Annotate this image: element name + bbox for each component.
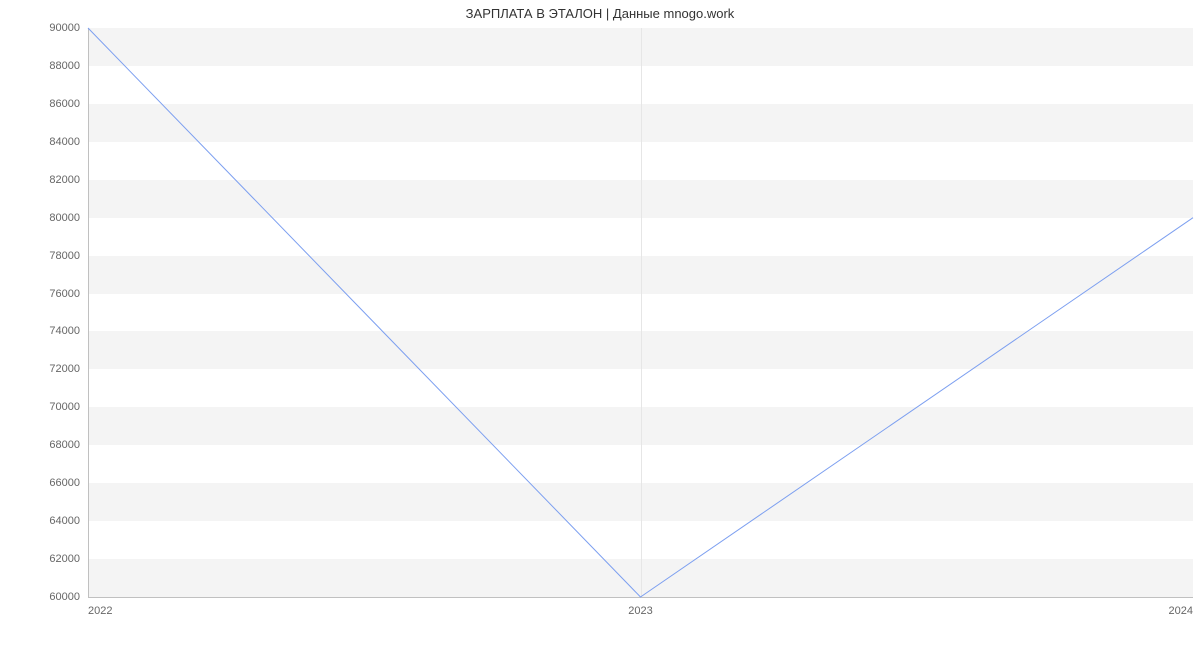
chart-container: ЗАРПЛАТА В ЭТАЛОН | Данные mnogo.work 60…: [0, 0, 1200, 650]
y-tick-label: 88000: [49, 60, 80, 72]
y-tick-label: 76000: [49, 288, 80, 300]
plot-area: 6000062000640006600068000700007200074000…: [88, 28, 1193, 597]
y-tick-label: 82000: [49, 174, 80, 186]
y-tick-label: 68000: [49, 439, 80, 451]
y-tick-label: 86000: [49, 98, 80, 110]
y-tick-label: 74000: [49, 325, 80, 337]
y-tick-label: 60000: [49, 591, 80, 603]
series-line: [88, 28, 1193, 597]
y-tick-label: 72000: [49, 363, 80, 375]
line-layer: [88, 28, 1193, 597]
x-tick-label: 2023: [628, 605, 652, 617]
y-tick-label: 64000: [49, 515, 80, 527]
y-tick-label: 70000: [49, 401, 80, 413]
y-tick-label: 78000: [49, 250, 80, 262]
y-tick-label: 90000: [49, 22, 80, 34]
y-tick-label: 80000: [49, 212, 80, 224]
y-tick-label: 84000: [49, 136, 80, 148]
y-tick-label: 66000: [49, 477, 80, 489]
y-tick-label: 62000: [49, 553, 80, 565]
x-tick-label: 2024: [1169, 605, 1193, 617]
x-tick-label: 2022: [88, 605, 112, 617]
chart-title: ЗАРПЛАТА В ЭТАЛОН | Данные mnogo.work: [0, 6, 1200, 21]
